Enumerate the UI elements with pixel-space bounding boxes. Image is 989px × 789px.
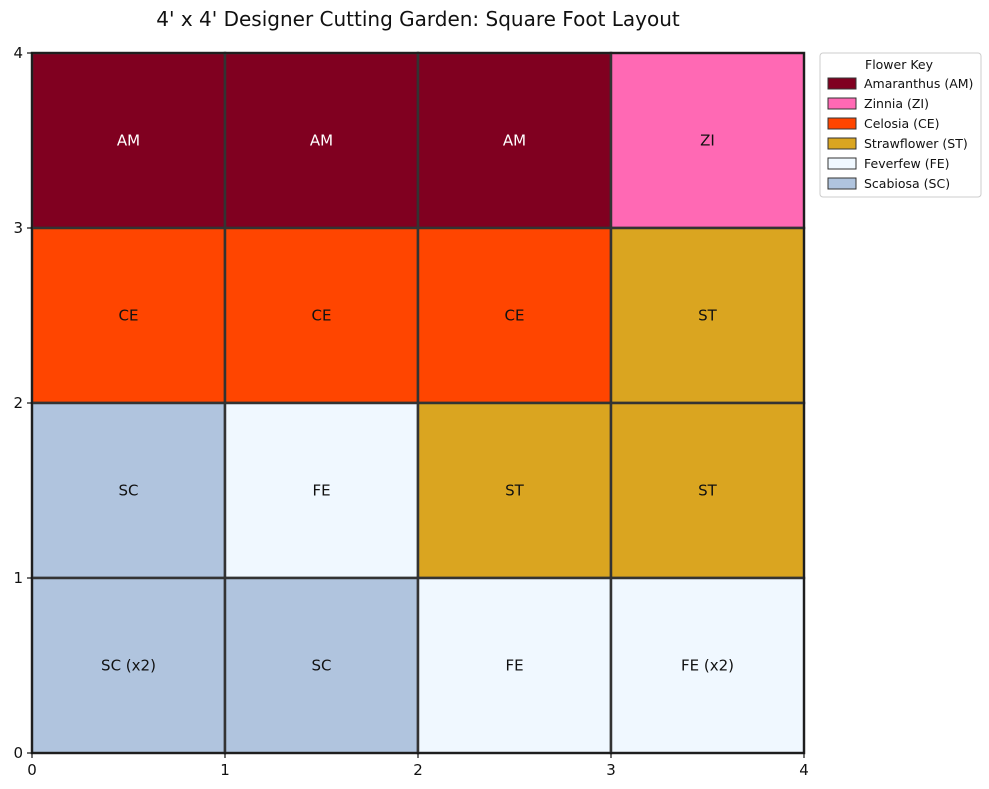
cell-label: SC [312, 657, 332, 675]
cell-label: ST [505, 482, 525, 500]
cell-label: FE [505, 657, 523, 675]
garden-cell-fe [223, 401, 420, 580]
x-tick-label: 2 [413, 761, 423, 779]
garden-cell-ce [223, 226, 420, 405]
garden-cell-ce [30, 226, 227, 405]
x-tick-label: 4 [799, 761, 809, 779]
legend-swatch-ce [827, 117, 857, 130]
legend-box [819, 52, 982, 198]
y-tick-label: 1 [13, 569, 23, 587]
cell-label: FE (x2) [681, 657, 734, 675]
legend: Flower Key Amaranthus (AM) Zinnia (ZI) Celo… [819, 52, 982, 198]
cell-label: AM [310, 132, 333, 150]
garden-cell-st [609, 226, 806, 405]
cell-label: ST [698, 482, 718, 500]
legend-label-st: Strawflower (ST) [864, 136, 968, 151]
y-tick-label: 4 [13, 44, 23, 62]
legend-label-zi: Zinnia (ZI) [864, 96, 929, 111]
garden-cell-am [223, 51, 420, 230]
cell-label: ST [698, 307, 718, 325]
plot-axes: 0 1 2 3 4 0 1 2 3 4 [13, 44, 808, 779]
legend-title: Flower Key [865, 57, 934, 72]
cell-label: ZI [700, 132, 715, 150]
legend-label-sc: Scabiosa (SC) [864, 176, 950, 191]
garden-cell-fe [609, 576, 806, 755]
cell-label: CE [119, 307, 139, 325]
cell-label: AM [117, 132, 140, 150]
y-tick-label: 3 [13, 219, 23, 237]
plot-cells: AM AM AM ZI CE CE CE ST SC FE ST ST SC (x2) SC FE FE (x… [30, 51, 806, 755]
x-tick-label: 1 [220, 761, 230, 779]
legend-swatch-sc [827, 177, 857, 190]
legend-swatch-zi [827, 97, 857, 110]
cell-label: FE [312, 482, 330, 500]
garden-cell-sc [30, 576, 227, 755]
legend-label-am: Amaranthus (AM) [864, 76, 973, 91]
legend-swatch-am [827, 77, 857, 90]
y-tick-label: 2 [13, 394, 23, 412]
cell-label: AM [503, 132, 526, 150]
garden-cell-sc [223, 576, 420, 755]
cell-label: CE [312, 307, 332, 325]
legend-label-fe: Feverfew (FE) [864, 156, 950, 171]
cell-label: CE [505, 307, 525, 325]
garden-cell-st [609, 401, 806, 580]
garden-cell-am [30, 51, 227, 230]
legend-label-ce: Celosia (CE) [864, 116, 940, 131]
garden-cell-zi [609, 51, 806, 230]
cell-label: SC [119, 482, 139, 500]
legend-swatch-fe [827, 157, 857, 170]
y-tick-label: 0 [13, 744, 23, 762]
chart-title: 4' x 4' Designer Cutting Garden: Square … [156, 7, 680, 31]
cell-label: SC (x2) [101, 657, 156, 675]
x-tick-label: 3 [606, 761, 616, 779]
legend-swatch-st [827, 137, 857, 150]
x-tick-label: 0 [27, 761, 37, 779]
